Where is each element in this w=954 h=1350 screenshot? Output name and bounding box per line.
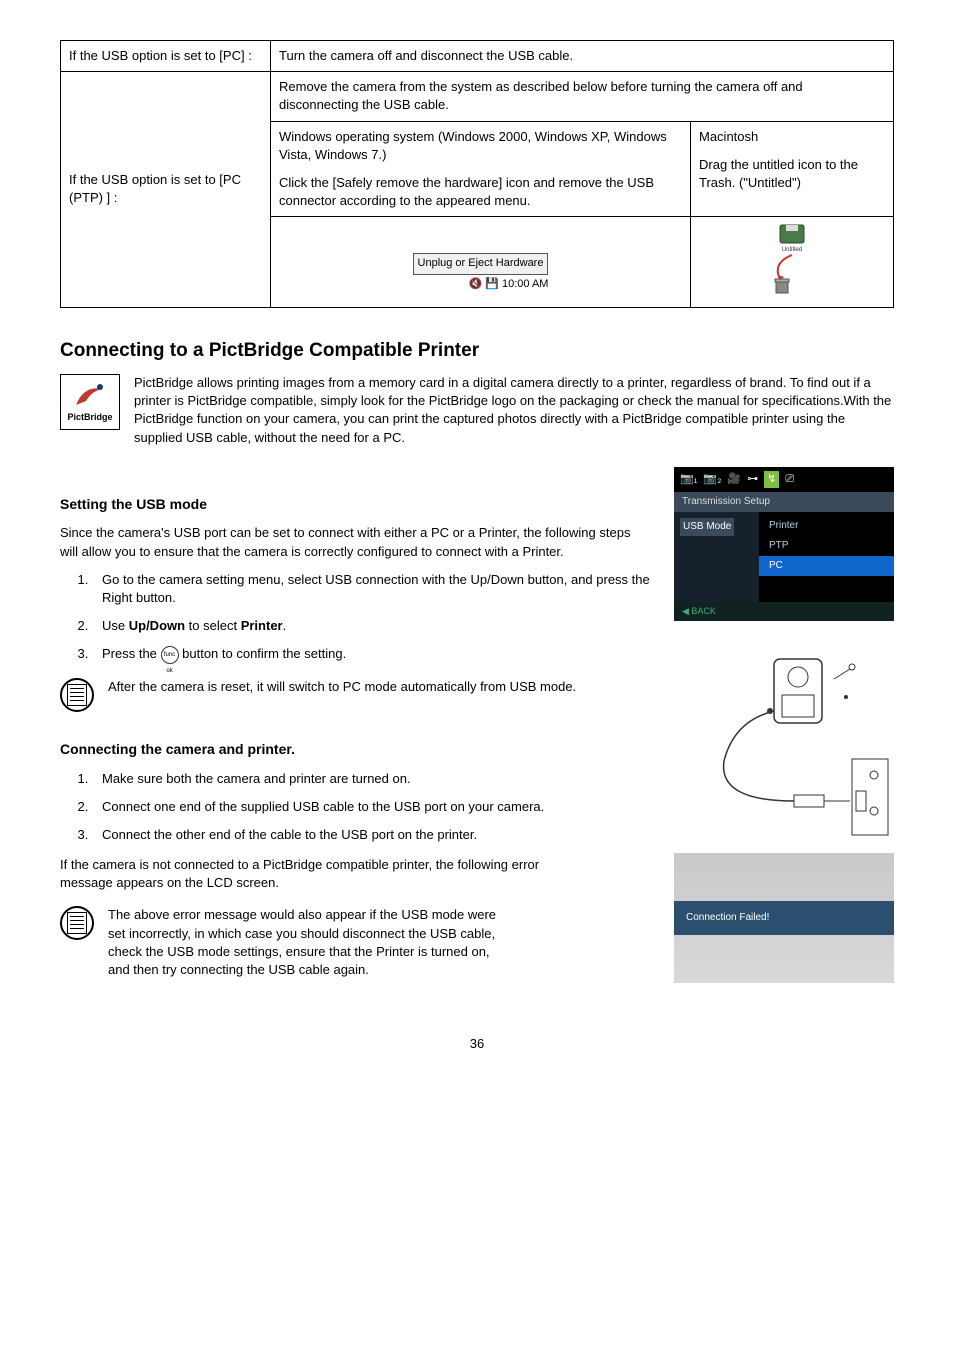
usb-options-table: If the USB option is set to [PC] : Turn … <box>60 40 894 308</box>
menu-right-panel: Printer PTP PC <box>759 512 894 602</box>
pictbridge-heading: Connecting to a PictBridge Compatible Pr… <box>60 338 894 365</box>
page-number: 36 <box>60 1035 894 1053</box>
note-icon <box>60 678 94 712</box>
tray-tooltip: Unplug or Eject Hardware <box>413 253 549 274</box>
menu-opt-ptp: PTP <box>759 536 894 556</box>
mac-drag-text: Drag the untitled icon to the Trash. ("U… <box>699 156 885 192</box>
error-intro-text: If the camera is not connected to a Pict… <box>60 856 540 892</box>
pictbridge-intro-row: PictBridge PictBridge allows printing im… <box>60 374 894 447</box>
mac-disk-label: Untitled <box>782 247 802 253</box>
usb-mode-steps: Go to the camera setting menu, select US… <box>60 571 650 664</box>
menu-icon-bar: 📷₁ 📷₂ 🎥 ⊶ ↯ ⎚ <box>674 467 894 492</box>
usb-step-1: Go to the camera setting menu, select US… <box>92 571 650 607</box>
menu-left-panel: USB Mode <box>674 512 759 602</box>
key-icon: ⊶ <box>747 472 758 487</box>
windows-os-text: Windows operating system (Windows 2000, … <box>279 128 682 164</box>
tray-eject-icon: 💾 <box>485 278 499 290</box>
usb-ptp-top-instruction: Remove the camera from the system as des… <box>271 72 894 121</box>
usb-pc-instruction: Turn the camera off and disconnect the U… <box>271 41 894 72</box>
video-icon: 🎥 <box>727 472 741 487</box>
error-screenshot: Connection Failed! <box>674 853 894 983</box>
connect-step-3: Connect the other end of the cable to th… <box>92 826 650 844</box>
usb-step-2: Use Up/Down to select Printer. <box>92 617 650 635</box>
menu-usb-mode-label: USB Mode <box>680 518 734 536</box>
tray-clock: 🔇 💾 10:00 AM <box>413 277 549 292</box>
usb-pc-label: If the USB option is set to [PC] : <box>61 41 271 72</box>
usb-mode-note-row: After the camera is reset, it will switc… <box>60 678 650 712</box>
camera-menu-screenshot: 📷₁ 📷₂ 🎥 ⊶ ↯ ⎚ Transmission Setup USB Mod… <box>674 467 894 621</box>
pictbridge-swoosh-icon <box>72 381 108 411</box>
pictbridge-intro-text: PictBridge allows printing images from a… <box>134 374 894 447</box>
connect-step-1: Make sure both the camera and printer ar… <box>92 770 650 788</box>
usb-mode-heading: Setting the USB mode <box>60 495 650 515</box>
usb-step-3: Press the funcok button to confirm the s… <box>92 645 650 664</box>
note-icon <box>60 906 94 940</box>
camera2-icon: 📷₂ <box>703 472 721 487</box>
windows-tray-cell: Unplug or Eject Hardware 🔇 💾 10:00 AM <box>271 217 691 307</box>
pictbridge-logo: PictBridge <box>60 374 120 430</box>
connect-step-2: Connect one end of the supplied USB cabl… <box>92 798 650 816</box>
pictbridge-logo-text: PictBridge <box>67 411 112 424</box>
windows-remove-text: Click the [Safely remove the hardware] i… <box>279 174 682 210</box>
func-ok-button-icon: funcok <box>161 646 179 664</box>
camera1-icon: 📷₁ <box>680 472 697 487</box>
connect-heading: Connecting the camera and printer. <box>60 740 650 760</box>
windows-cell: Windows operating system (Windows 2000, … <box>271 121 691 217</box>
tray-sound-icon: 🔇 <box>468 278 482 290</box>
sd-icon: ⎚ <box>785 472 794 487</box>
connect-note-row: The above error message would also appea… <box>60 906 650 979</box>
mac-os-text: Macintosh <box>699 128 885 146</box>
tray-time: 10:00 AM <box>502 278 548 290</box>
connect-steps: Make sure both the camera and printer ar… <box>60 770 650 845</box>
error-message-band: Connection Failed! <box>674 901 894 935</box>
menu-title: Transmission Setup <box>674 492 894 512</box>
mac-icons-cell: Untitled <box>691 217 894 307</box>
mac-cell: Macintosh Drag the untitled icon to the … <box>691 121 894 217</box>
menu-opt-printer: Printer <box>759 516 894 536</box>
usb-ptp-label: If the USB option is set to [PC (PTP) ] … <box>61 72 271 307</box>
camera-printer-diagram <box>674 651 894 841</box>
mac-disk-trash-icon: Untitled <box>762 223 822 295</box>
menu-footer: ◀ BACK <box>674 602 894 621</box>
connect-note-text: The above error message would also appea… <box>108 906 508 979</box>
menu-opt-pc: PC <box>759 556 894 576</box>
transmission-icon: ↯ <box>764 471 779 488</box>
usb-mode-intro: Since the camera's USB port can be set t… <box>60 524 650 560</box>
usb-mode-note-text: After the camera is reset, it will switc… <box>108 678 576 696</box>
